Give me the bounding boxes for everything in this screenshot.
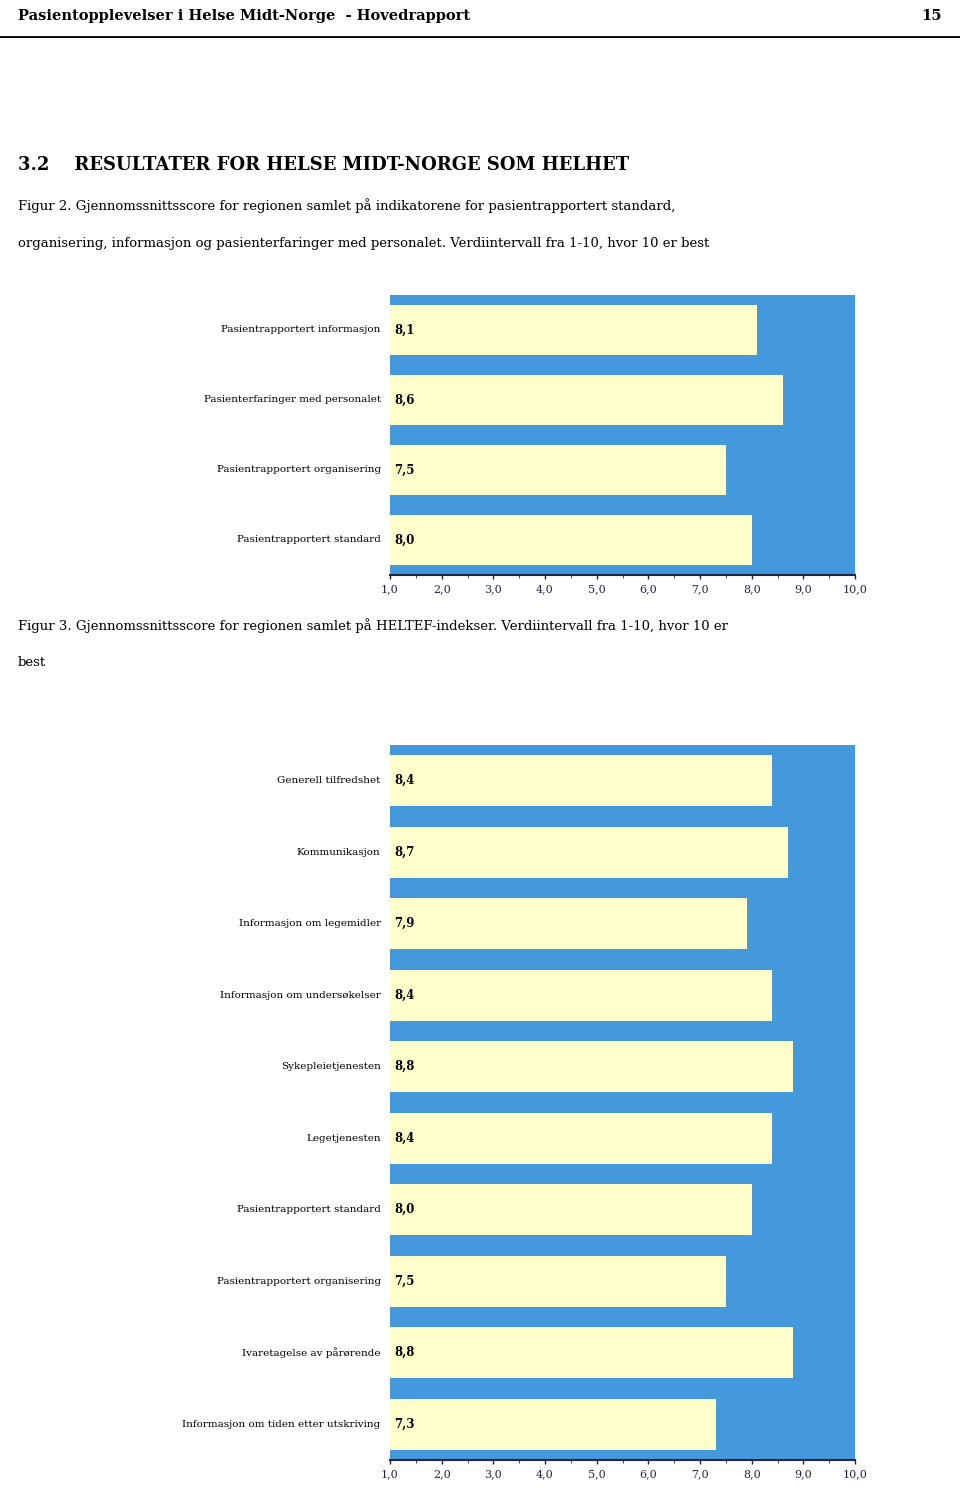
Text: Pasienterfaringer med personalet: Pasienterfaringer med personalet: [204, 396, 381, 405]
Text: Kommunikasjon: Kommunikasjon: [297, 848, 381, 857]
Bar: [390, 1185, 752, 1236]
Bar: [390, 898, 747, 949]
Text: 8,7: 8,7: [395, 846, 415, 858]
Text: 8,4: 8,4: [395, 988, 415, 1002]
Bar: [390, 970, 773, 1021]
Text: 8,8: 8,8: [395, 1346, 415, 1360]
Text: 8,8: 8,8: [395, 1061, 415, 1073]
Text: Pasientrapportert informasjon: Pasientrapportert informasjon: [222, 325, 381, 334]
Text: Figur 2. Gjennomssnittsscore for regionen samlet på indikatorene for pasientrapp: Figur 2. Gjennomssnittsscore for regione…: [18, 198, 676, 213]
Text: 8,4: 8,4: [395, 774, 415, 787]
Text: 7,9: 7,9: [395, 917, 415, 931]
Bar: [390, 827, 788, 878]
Text: 15: 15: [922, 9, 942, 23]
Bar: [390, 305, 756, 355]
Text: 3.2    RESULTATER FOR HELSE MIDT-NORGE SOM HELHET: 3.2 RESULTATER FOR HELSE MIDT-NORGE SOM …: [18, 156, 629, 174]
Text: Pasientopplevelser i Helse Midt-Norge  - Hovedrapport: Pasientopplevelser i Helse Midt-Norge - …: [18, 9, 470, 23]
Text: Sykepleietjenesten: Sykepleietjenesten: [281, 1062, 381, 1071]
Text: organisering, informasjon og pasienterfaringer med personalet. Verdiintervall fr: organisering, informasjon og pasienterfa…: [18, 237, 709, 249]
Bar: [390, 444, 726, 496]
Text: 8,0: 8,0: [395, 1203, 415, 1216]
Bar: [390, 1112, 773, 1163]
Text: Informasjon om legemidler: Informasjon om legemidler: [239, 919, 381, 928]
Text: best: best: [18, 656, 46, 669]
Text: Pasientrapportert organisering: Pasientrapportert organisering: [217, 1277, 381, 1286]
Text: Pasientrapportert organisering: Pasientrapportert organisering: [217, 465, 381, 474]
Text: Pasientrapportert standard: Pasientrapportert standard: [237, 1206, 381, 1215]
Text: 8,6: 8,6: [395, 393, 415, 406]
Text: 7,5: 7,5: [395, 1275, 415, 1287]
Bar: [390, 1399, 715, 1451]
Text: 8,4: 8,4: [395, 1132, 415, 1145]
Text: 7,3: 7,3: [395, 1417, 415, 1431]
Text: Figur 3. Gjennomssnittsscore for regionen samlet på HELTEF-indekser. Verdiinterv: Figur 3. Gjennomssnittsscore for regione…: [18, 618, 728, 633]
Bar: [390, 375, 782, 425]
Bar: [390, 1327, 793, 1378]
Bar: [390, 515, 752, 565]
Text: Pasientrapportert standard: Pasientrapportert standard: [237, 535, 381, 544]
Bar: [390, 1041, 793, 1092]
Text: Legetjenesten: Legetjenesten: [306, 1133, 381, 1142]
Text: Informasjon om tiden etter utskriving: Informasjon om tiden etter utskriving: [182, 1420, 381, 1429]
Bar: [390, 756, 773, 807]
Bar: [390, 1256, 726, 1307]
Text: 7,5: 7,5: [395, 464, 415, 476]
Text: Ivaretagelse av pårørende: Ivaretagelse av pårørende: [242, 1348, 381, 1358]
Text: Informasjon om undersøkelser: Informasjon om undersøkelser: [220, 991, 381, 1000]
Text: 8,1: 8,1: [395, 323, 415, 337]
Text: Generell tilfredshet: Generell tilfredshet: [277, 777, 381, 786]
Text: 8,0: 8,0: [395, 533, 415, 547]
